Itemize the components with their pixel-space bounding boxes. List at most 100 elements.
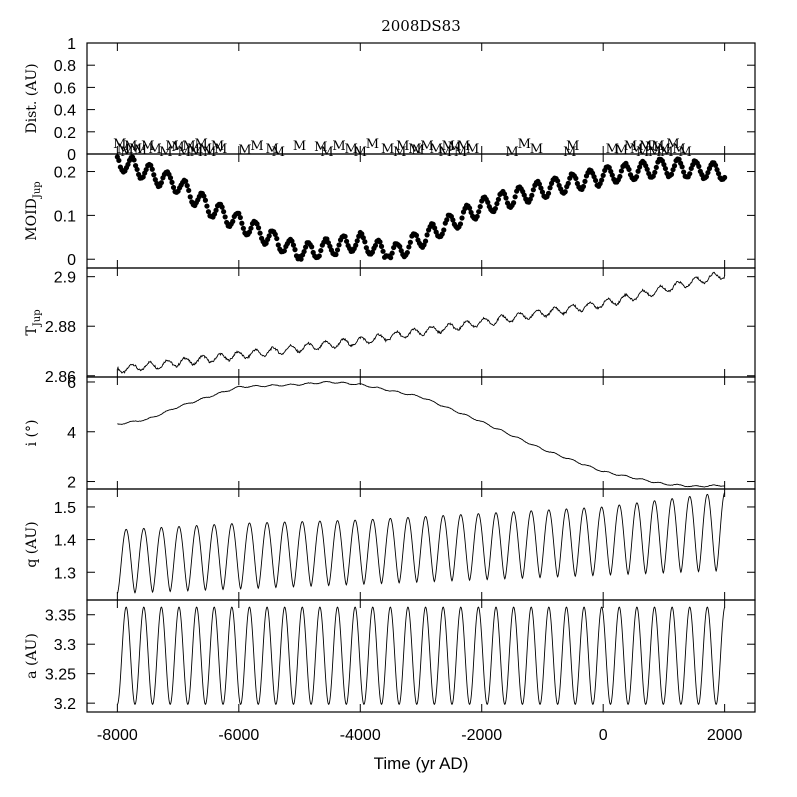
moid-point (290, 242, 297, 248)
moid-point (703, 174, 710, 180)
panel-frame (86, 376, 756, 490)
moid-point (388, 255, 394, 261)
approach-marker: M (203, 145, 216, 160)
moid-point (501, 191, 508, 197)
approach-marker: M (505, 145, 518, 160)
y-tick-label: 0.8 (54, 58, 76, 75)
moid-point (444, 217, 450, 223)
approach-marker: M (165, 139, 178, 154)
y-tick-label: 1 (67, 36, 76, 53)
approach-marker: M (195, 137, 208, 152)
moid-point (359, 231, 365, 237)
moid-point (362, 239, 368, 245)
moid-point (407, 239, 413, 245)
approach-marker: M (199, 142, 212, 157)
moid-point (239, 220, 245, 226)
y-tick-label: 0.6 (54, 80, 76, 97)
moid-point (439, 231, 445, 237)
moid-point (389, 250, 395, 256)
approach-marker: M (660, 145, 673, 160)
approach-marker: M (190, 145, 203, 160)
moid-point (580, 183, 587, 190)
moid-point (406, 244, 412, 250)
moid-point (183, 178, 189, 184)
moid-point (274, 235, 280, 242)
moid-point (143, 166, 149, 173)
y-axis-label-subscript: Jup (32, 309, 43, 327)
moid-point (530, 187, 536, 193)
moid-point (521, 192, 527, 198)
moid-point (573, 175, 579, 181)
series-line-q (116, 492, 726, 594)
moid-point (116, 157, 122, 164)
moid-point (661, 161, 667, 168)
series-line-incl (117, 380, 725, 488)
y-tick-label: 0.1 (54, 208, 76, 225)
moid-point (213, 207, 219, 213)
moid-point (432, 225, 438, 231)
moid-point (246, 229, 253, 235)
approach-marker: M (129, 142, 142, 157)
moid-point (635, 168, 641, 174)
moid-point (671, 163, 678, 169)
moid-point (536, 181, 543, 187)
approach-marker: M (420, 139, 433, 154)
y-axis-label: q (AU) (24, 521, 40, 567)
moid-point (538, 185, 544, 191)
y-axis-label: Dist. (AU) (24, 63, 40, 133)
series-line-a (117, 606, 726, 705)
moid-point (275, 242, 281, 248)
moid-point (459, 215, 465, 221)
y-axis-label: TJup (24, 309, 43, 335)
y-tick-label: 1.3 (54, 565, 76, 582)
approach-marker: M (672, 142, 685, 157)
moid-point (360, 235, 366, 241)
panel-a: 3.2 3.25 3.3 3.35 a (AU) (24, 599, 756, 713)
moid-point (336, 242, 342, 248)
moid-point (140, 174, 146, 180)
moid-point (184, 183, 190, 189)
approach-marker: M (606, 142, 619, 157)
moid-point (653, 164, 659, 171)
moid-point (582, 178, 588, 184)
moid-point (158, 180, 164, 186)
moid-point (466, 205, 473, 211)
approach-marker: M (250, 139, 263, 154)
y-tick-label: 4 (67, 425, 76, 442)
moid-point (670, 167, 676, 173)
x-tick-label: -6000 (218, 727, 259, 744)
y-tick-label: 1.5 (54, 500, 76, 517)
approach-marker: M (396, 139, 409, 154)
moid-point (266, 233, 272, 239)
x-tick-label: 2000 (707, 727, 743, 744)
x-tick-label: -8000 (97, 727, 138, 744)
moid-point (539, 189, 546, 195)
y-tick-label: 0 (67, 147, 76, 164)
moid-point (363, 245, 369, 251)
moid-point (236, 210, 242, 217)
moid-point (450, 217, 456, 223)
moid-point (257, 230, 263, 236)
moid-point (378, 243, 385, 249)
approach-marker: M (679, 145, 692, 160)
moid-point (477, 204, 483, 210)
moid-point (592, 177, 599, 184)
y-axis-label: MOIDJup (24, 181, 43, 240)
y-tick-label: 0 (67, 252, 76, 269)
approach-marker: M (442, 139, 455, 154)
moid-point (492, 205, 498, 212)
approach-marker: M (332, 139, 345, 154)
approach-marker: M (457, 139, 470, 154)
moid-point (222, 214, 228, 220)
panel-incl: 2 4 6 i (°) (24, 375, 756, 492)
y-tick-label: 1.4 (54, 533, 76, 550)
moid-point (230, 218, 236, 224)
moid-point (441, 227, 447, 233)
y-tick-label: 2 (67, 475, 76, 492)
moid-point (333, 251, 339, 258)
y-tick-label: 2.88 (45, 319, 76, 336)
y-tick-label: 0.4 (54, 103, 76, 120)
moid-point (562, 189, 568, 195)
y-axis-label: a (AU) (24, 633, 40, 679)
